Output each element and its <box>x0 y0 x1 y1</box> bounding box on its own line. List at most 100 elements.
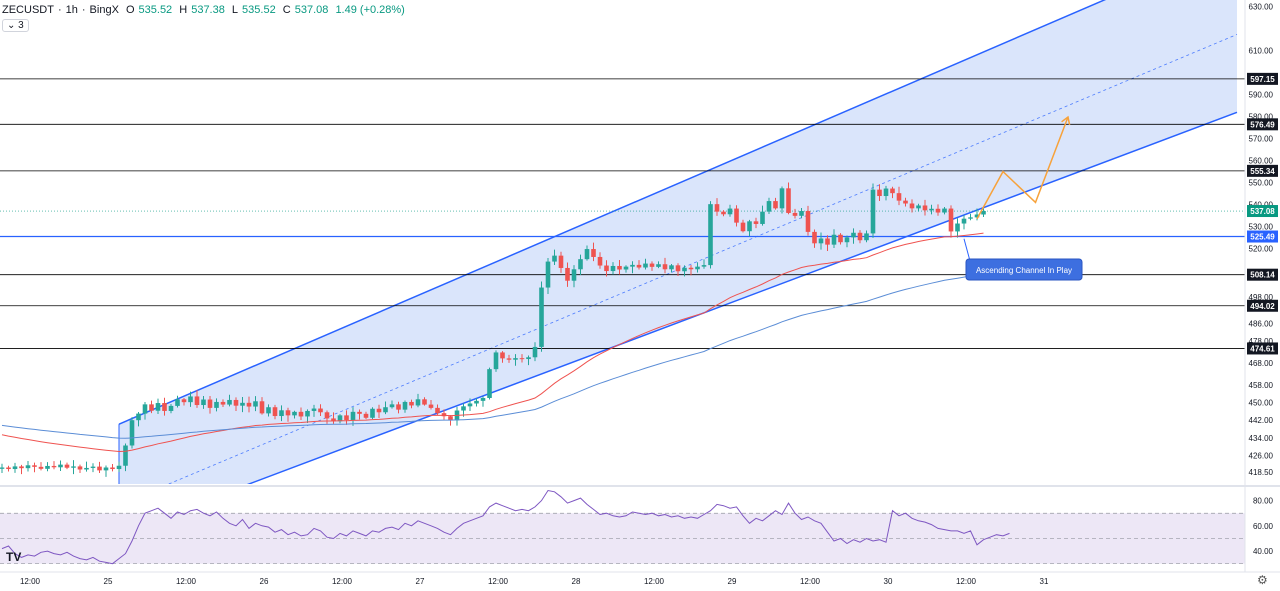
rsi-tick-label: 40.00 <box>1253 547 1274 556</box>
candle <box>500 352 505 359</box>
channel-lower-line <box>246 111 1238 484</box>
candle <box>649 263 655 267</box>
candle <box>448 416 453 421</box>
candle <box>363 413 369 418</box>
price-label-tag <box>1247 230 1278 243</box>
candle <box>519 358 525 360</box>
candle <box>110 467 115 470</box>
candle <box>123 445 128 466</box>
candle <box>818 238 824 244</box>
candle <box>181 399 187 403</box>
candle <box>175 399 180 406</box>
interval[interactable]: 1h <box>65 4 78 16</box>
candle <box>766 201 772 212</box>
symbol-name[interactable]: ZECUSDT <box>2 4 54 16</box>
tradingview-logo-icon[interactable]: TV <box>6 550 22 564</box>
projection-arrowhead <box>1061 115 1071 126</box>
ema-fast-line <box>1 232 984 453</box>
candle <box>727 208 733 215</box>
price-pane[interactable]: Ascending Channel In Play <box>0 0 1280 533</box>
candle <box>708 204 713 266</box>
candle <box>474 400 479 404</box>
open-label: O <box>125 4 135 16</box>
ema-slow-line <box>1 272 984 439</box>
price-axis[interactable]: 630.00 610.00 590.00 580.00 570.00 560.00 550.… <box>1244 0 1278 572</box>
price-label-text: 576.49 <box>1250 120 1275 129</box>
candle <box>565 267 570 281</box>
candle <box>116 465 122 470</box>
candle <box>487 369 492 398</box>
candle <box>753 221 759 224</box>
time-tick-label: 12:00 <box>332 577 353 586</box>
candle <box>214 401 219 408</box>
time-axis[interactable]: 12:002412:002512:002612:002712:002812:00… <box>0 571 1280 586</box>
rsi-line <box>1 489 1010 565</box>
candle <box>38 466 44 469</box>
price-tick-label: 458.00 <box>1249 381 1274 390</box>
candle <box>246 402 252 407</box>
candle <box>103 467 109 471</box>
price-tick-label: 434.00 <box>1249 434 1274 443</box>
candle <box>331 418 336 422</box>
candle <box>617 265 622 270</box>
rsi-pane[interactable]: 80.00 60.00 40.00 <box>0 489 1274 565</box>
price-label-text: 474.61 <box>1250 344 1275 353</box>
candle <box>461 406 466 411</box>
candle <box>376 408 382 413</box>
candle <box>961 218 967 224</box>
candle <box>51 465 57 468</box>
candle <box>318 408 323 413</box>
candle <box>0 467 5 469</box>
price-label-text: 494.02 <box>1250 302 1275 311</box>
candle <box>558 255 564 268</box>
candle <box>350 411 356 420</box>
candle <box>701 265 707 267</box>
candle <box>344 415 349 420</box>
candle <box>389 404 395 408</box>
price-tick-label: 610.00 <box>1249 47 1274 56</box>
candle <box>90 466 96 468</box>
price-tick-label: 486.00 <box>1249 319 1274 328</box>
candle <box>97 466 102 471</box>
candle <box>877 189 882 197</box>
candle <box>760 211 765 224</box>
candle <box>539 287 544 347</box>
candle <box>142 404 148 414</box>
candle <box>64 464 70 468</box>
candle <box>584 249 590 260</box>
candle <box>909 203 915 209</box>
candle <box>422 399 427 405</box>
candle <box>298 411 304 417</box>
candle <box>935 208 941 213</box>
price-tick-label: 570.00 <box>1249 135 1274 144</box>
low-label: L <box>231 4 239 16</box>
change-value: 1.49 (+0.28%) <box>335 4 405 16</box>
indicators-toggle[interactable]: ⌄ 3 <box>2 19 29 32</box>
time-tick-label: 12:00 <box>644 577 665 586</box>
candle <box>870 189 876 234</box>
time-tick-label: 27 <box>416 577 425 586</box>
price-label-text: 597.15 <box>1250 75 1275 84</box>
high-value: 537.38 <box>191 4 225 16</box>
candle <box>240 402 245 406</box>
candle <box>688 267 694 270</box>
candle <box>58 464 63 468</box>
candle <box>825 238 830 245</box>
candle <box>168 405 174 411</box>
price-tick-label: 550.00 <box>1249 179 1274 188</box>
candle <box>656 264 661 267</box>
candle <box>84 467 89 470</box>
candle <box>6 467 11 470</box>
candle <box>831 234 837 245</box>
gear-icon[interactable]: ⚙ <box>1257 573 1268 587</box>
time-tick-label: 12:00 <box>488 577 509 586</box>
candle <box>981 211 986 215</box>
candle <box>669 265 674 270</box>
time-tick-label: 28 <box>572 577 581 586</box>
price-tick-label: 442.00 <box>1249 416 1274 425</box>
price-tick-label: 580.00 <box>1249 113 1274 122</box>
candle <box>883 188 889 197</box>
candle <box>903 200 908 204</box>
candle <box>409 401 414 406</box>
